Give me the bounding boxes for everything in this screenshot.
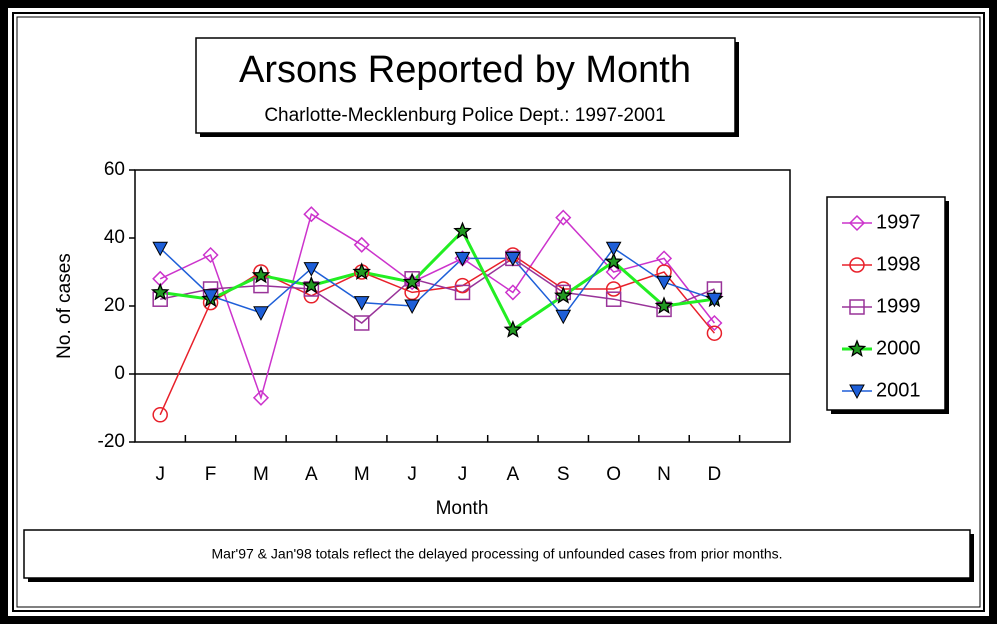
y-tick-label: 60 (104, 159, 125, 180)
marker (605, 263, 622, 281)
marker (605, 281, 622, 297)
y-tick-label: 20 (104, 295, 125, 316)
marker (504, 284, 521, 301)
marker (555, 209, 572, 226)
marker (849, 257, 865, 273)
marker (252, 389, 270, 406)
marker (847, 339, 867, 357)
marker (555, 309, 572, 325)
marker (353, 315, 370, 331)
marker (605, 291, 622, 307)
legend-label: 1999 (876, 295, 921, 317)
marker (453, 221, 472, 240)
legend-box (826, 196, 946, 411)
marker (303, 206, 320, 223)
x-tick-label: O (606, 464, 621, 485)
x-tick-label: S (557, 464, 570, 485)
x-tick-label: A (305, 464, 318, 485)
marker (353, 236, 370, 253)
marker (152, 407, 168, 423)
x-axis-label: Month (436, 498, 489, 519)
chart-subtitle: Charlotte-Mecklenburg Police Dept.: 1997… (264, 105, 665, 126)
x-tick-label: F (205, 464, 217, 485)
marker (202, 289, 219, 304)
note: Mar'97 & Jan'98 totals reflect the delay… (211, 546, 782, 562)
x-tick-label: N (657, 464, 671, 485)
legend-label: 2001 (876, 379, 921, 401)
y-tick-label: -20 (98, 431, 125, 452)
chart-title: Arsons Reported by Month (239, 49, 691, 91)
x-tick-label: A (507, 464, 520, 485)
legend-label: 2000 (876, 337, 921, 359)
marker (505, 251, 521, 267)
x-tick-label: D (708, 464, 722, 485)
marker (706, 325, 723, 341)
x-tick-label: J (407, 464, 417, 485)
marker (404, 299, 420, 315)
marker (604, 252, 623, 270)
title-box (195, 37, 736, 134)
marker (656, 275, 672, 291)
frame-inner (16, 16, 981, 608)
y-tick-label: 40 (104, 227, 125, 248)
x-tick-label: M (253, 464, 269, 485)
legend-label: 1997 (876, 211, 921, 233)
marker (503, 320, 523, 338)
series-line (160, 257, 715, 324)
note-box (23, 529, 971, 579)
marker (402, 272, 422, 291)
marker (150, 282, 170, 301)
marker (202, 246, 219, 264)
marker (849, 299, 865, 315)
y-axis-label: No. of cases (54, 253, 75, 359)
marker (706, 314, 723, 332)
y-tick-label: 0 (114, 363, 125, 384)
marker (848, 214, 866, 232)
marker (849, 384, 865, 400)
marker (706, 292, 723, 308)
x-tick-label: J (155, 464, 165, 485)
marker (302, 275, 321, 294)
marker (251, 265, 271, 284)
marker (253, 306, 269, 321)
frame-middle (12, 12, 985, 612)
marker (454, 251, 471, 267)
series-line (159, 228, 715, 332)
legend-label: 1998 (876, 253, 921, 275)
marker (152, 241, 169, 257)
marker (554, 286, 573, 304)
series-line (159, 254, 716, 416)
marker (353, 296, 370, 311)
marker (605, 241, 622, 257)
x-tick-label: J (458, 464, 468, 485)
marker (352, 262, 371, 280)
x-tick-label: M (354, 464, 370, 485)
marker (454, 284, 471, 301)
marker (303, 262, 320, 277)
marker (654, 296, 674, 314)
series-line (159, 247, 715, 318)
